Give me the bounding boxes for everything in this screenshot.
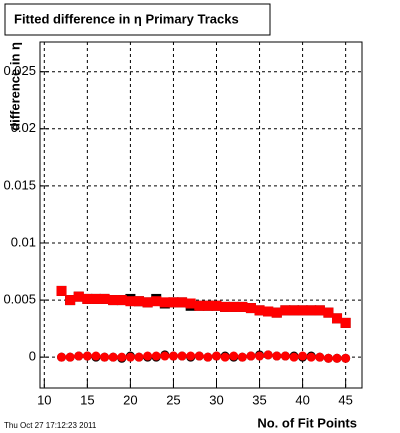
circle-marker <box>298 351 308 361</box>
circle-marker <box>134 352 144 362</box>
circle-marker <box>57 352 67 362</box>
circle-marker <box>125 352 135 362</box>
circle-marker <box>186 351 196 361</box>
square-marker <box>271 307 282 318</box>
square-marker <box>125 296 136 307</box>
circle-marker <box>160 351 170 361</box>
circle-marker <box>323 353 333 363</box>
square-marker <box>323 307 334 318</box>
circle-marker <box>177 351 187 361</box>
circle-marker <box>108 352 118 362</box>
circle-marker <box>151 351 161 361</box>
square-marker <box>177 297 188 308</box>
y-tick-label: 0 <box>29 349 36 364</box>
square-marker <box>134 296 145 307</box>
square-marker <box>142 297 153 308</box>
square-marker <box>220 301 231 312</box>
circle-marker <box>220 352 230 362</box>
square-marker <box>82 293 93 304</box>
square-marker <box>314 305 325 316</box>
x-tick-label: 45 <box>338 392 352 407</box>
title-box <box>4 3 271 36</box>
x-tick-label: 35 <box>252 392 266 407</box>
square-marker <box>73 291 84 302</box>
circle-marker <box>143 351 153 361</box>
x-tick-label: 10 <box>37 392 51 407</box>
square-marker <box>108 295 119 306</box>
x-axis-label: No. of Fit Points <box>257 415 357 430</box>
x-tick-label: 20 <box>123 392 137 407</box>
circle-marker <box>65 352 75 362</box>
square-marker <box>65 295 76 306</box>
circle-marker <box>315 352 325 362</box>
square-marker <box>168 297 179 308</box>
y-tick-label: 0.02 <box>11 120 36 135</box>
y-tick-label: 0.015 <box>3 177 36 192</box>
y-tick-label: 0.005 <box>3 292 36 307</box>
square-marker <box>202 300 213 311</box>
square-marker <box>340 317 351 328</box>
y-axis-label: difference in η <box>7 42 22 131</box>
circle-marker <box>211 351 221 361</box>
circle-marker <box>82 351 92 361</box>
x-tick-label: 15 <box>80 392 94 407</box>
plot-frame <box>39 41 363 389</box>
circle-marker <box>203 352 213 362</box>
circle-marker <box>168 351 178 361</box>
square-marker <box>194 300 205 311</box>
circle-marker <box>332 353 342 363</box>
square-marker <box>211 300 222 311</box>
x-tick-label: 30 <box>209 392 223 407</box>
circle-marker <box>280 351 290 361</box>
circle-marker <box>194 351 204 361</box>
square-marker <box>297 305 308 316</box>
x-tick-label: 25 <box>166 392 180 407</box>
square-marker <box>237 301 248 312</box>
square-marker <box>288 305 299 316</box>
square-marker <box>228 301 239 312</box>
y-tick-label: 0.025 <box>3 63 36 78</box>
timestamp: Thu Oct 27 17:12:23 2011 <box>4 421 97 430</box>
square-marker <box>159 297 170 308</box>
square-marker <box>254 305 265 316</box>
square-marker <box>306 305 317 316</box>
circle-marker <box>272 351 282 361</box>
circle-marker <box>255 351 265 361</box>
square-marker <box>245 303 256 314</box>
square-marker <box>263 306 274 317</box>
y-tick-label: 0.01 <box>11 234 36 249</box>
square-marker <box>280 305 291 316</box>
circle-marker <box>74 351 84 361</box>
x-tick-label: 40 <box>295 392 309 407</box>
circle-marker <box>100 352 110 362</box>
circle-marker <box>306 352 316 362</box>
circle-marker <box>229 351 239 361</box>
circle-marker <box>289 352 299 362</box>
square-marker <box>56 285 67 296</box>
circle-marker <box>237 352 247 362</box>
circle-marker <box>246 351 256 361</box>
square-marker <box>99 293 110 304</box>
square-marker <box>185 298 196 309</box>
square-marker <box>90 293 101 304</box>
circle-marker <box>91 351 101 361</box>
circle-marker <box>341 353 351 363</box>
square-marker <box>332 313 343 324</box>
chart-title: Fitted difference in η Primary Tracks <box>14 11 239 26</box>
square-marker <box>151 296 162 307</box>
circle-marker <box>263 350 273 360</box>
circle-marker <box>117 352 127 362</box>
square-marker <box>116 295 127 306</box>
